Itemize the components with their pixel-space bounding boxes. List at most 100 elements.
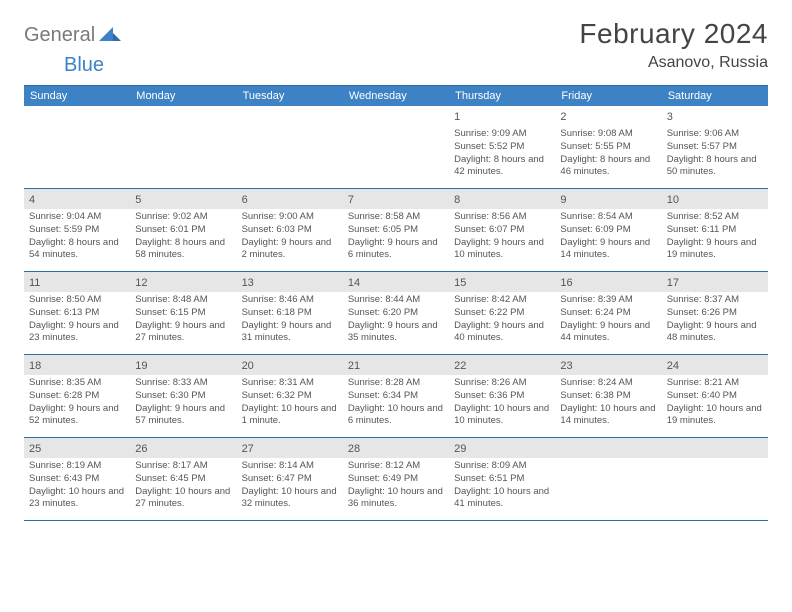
calendar-day: 15 Sunrise: 8:42 AMSunset: 6:22 PMDayligh… — [449, 272, 555, 354]
day-number-row: 18 — [24, 355, 130, 375]
calendar-day: 18Sunrise: 8:35 AMSunset: 6:28 PMDayligh… — [24, 355, 130, 437]
weekday-header: Thursday — [449, 86, 555, 106]
day-number-row: 26 — [130, 438, 236, 458]
calendar-day: 23 Sunrise: 8:24 AMSunset: 6:38 PMDayligh… — [555, 355, 661, 437]
day-number-row: 28 — [343, 438, 449, 458]
day-number-row: 25 — [24, 438, 130, 458]
calendar-week: 18Sunrise: 8:35 AMSunset: 6:28 PMDayligh… — [24, 355, 768, 438]
day-number: 14 — [348, 277, 360, 289]
day-number: 11 — [29, 277, 40, 289]
calendar-day: 28Sunrise: 8:12 AMSunset: 6:49 PMDayligh… — [343, 438, 449, 520]
day-number-row: 4 — [24, 189, 130, 209]
day-number-row: 5 — [130, 189, 236, 209]
month-title: February 2024 — [579, 18, 768, 50]
day-number: 20 — [242, 360, 254, 372]
calendar-day: 16Sunrise: 8:39 AMSunset: 6:24 PMDayligh… — [555, 272, 661, 354]
day-number-row: 19 — [130, 355, 236, 375]
calendar-day: 6Sunrise: 9:00 AMSunset: 6:03 PMDaylight… — [237, 189, 343, 271]
day-number: 21 — [348, 360, 360, 372]
calendar-day: 19Sunrise: 8:33 AMSunset: 6:30 PMDayligh… — [130, 355, 236, 437]
day-info: Sunrise: 8:44 AMSunset: 6:20 PMDaylight:… — [348, 294, 444, 345]
calendar-day: 21Sunrise: 8:28 AMSunset: 6:34 PMDayligh… — [343, 355, 449, 437]
calendar-day-blank — [130, 106, 236, 188]
day-number-row: 11 — [24, 272, 130, 292]
day-number-row — [662, 438, 768, 458]
calendar-day: 12Sunrise: 8:48 AMSunset: 6:15 PMDayligh… — [130, 272, 236, 354]
calendar-week: 11 Sunrise: 8:50 AMSunset: 6:13 PMDayligh… — [24, 272, 768, 355]
day-number-row: 24 — [662, 355, 768, 375]
day-info: Sunrise: 8:17 AMSunset: 6:45 PMDaylight:… — [135, 460, 231, 511]
day-number: 23 — [560, 360, 572, 372]
calendar-day: 7Sunrise: 8:58 AMSunset: 6:05 PMDaylight… — [343, 189, 449, 271]
day-number-row: 10 — [662, 189, 768, 209]
day-number: 17 — [667, 277, 679, 289]
calendar-day: 20Sunrise: 8:31 AMSunset: 6:32 PMDayligh… — [237, 355, 343, 437]
calendar-day: 5 Sunrise: 9:02 AMSunset: 6:01 PMDaylight… — [130, 189, 236, 271]
day-number-row: 9 — [555, 189, 661, 209]
day-info: Sunrise: 8:42 AMSunset: 6:22 PMDaylight:… — [454, 294, 550, 345]
calendar-day: 1 Sunrise: 9:09 AMSunset: 5:52 PMDaylight… — [449, 106, 555, 188]
day-info: Sunrise: 9:08 AMSunset: 5:55 PMDaylight:… — [560, 128, 656, 179]
day-info: Sunrise: 9:06 AMSunset: 5:57 PMDaylight:… — [667, 128, 763, 179]
day-number: 26 — [135, 443, 147, 455]
calendar-day: 10Sunrise: 8:52 AMSunset: 6:11 PMDayligh… — [662, 189, 768, 271]
calendar-day-blank — [555, 438, 661, 520]
day-number: 29 — [454, 443, 466, 455]
day-info: Sunrise: 8:26 AMSunset: 6:36 PMDaylight:… — [454, 377, 550, 428]
calendar-day: 2 Sunrise: 9:08 AMSunset: 5:55 PMDaylight… — [555, 106, 661, 188]
day-info: Sunrise: 8:14 AMSunset: 6:47 PMDaylight:… — [242, 460, 338, 511]
day-number-row: 23 — [555, 355, 661, 375]
day-number-row: 2 — [555, 106, 661, 126]
day-info: Sunrise: 8:24 AMSunset: 6:38 PMDaylight:… — [560, 377, 656, 428]
calendar-day: 13 Sunrise: 8:46 AMSunset: 6:18 PMDayligh… — [237, 272, 343, 354]
day-number: 19 — [135, 360, 147, 372]
day-number: 13 — [242, 277, 254, 289]
day-info: Sunrise: 8:09 AMSunset: 6:51 PMDaylight:… — [454, 460, 550, 511]
day-number: 5 — [135, 194, 141, 206]
day-info: Sunrise: 8:46 AMSunset: 6:18 PMDaylight:… — [242, 294, 338, 345]
calendar: Sunday Monday Tuesday Wednesday Thursday… — [24, 85, 768, 521]
day-info: Sunrise: 8:52 AMSunset: 6:11 PMDaylight:… — [667, 211, 763, 262]
calendar-week: 4Sunrise: 9:04 AMSunset: 5:59 PMDaylight… — [24, 189, 768, 272]
day-number-row: 6 — [237, 189, 343, 209]
day-number: 28 — [348, 443, 360, 455]
day-number: 15 — [454, 277, 466, 289]
day-number: 16 — [560, 277, 572, 289]
location-label: Asanovo, Russia — [579, 54, 768, 72]
day-number: 1 — [454, 111, 460, 123]
calendar-week: 25Sunrise: 8:19 AMSunset: 6:43 PMDayligh… — [24, 438, 768, 521]
day-number-row: 1 — [449, 106, 555, 126]
day-number: 22 — [454, 360, 466, 372]
brand-triangle-icon — [99, 25, 121, 46]
day-info: Sunrise: 9:02 AMSunset: 6:01 PMDaylight:… — [135, 211, 231, 262]
day-info: Sunrise: 8:56 AMSunset: 6:07 PMDaylight:… — [454, 211, 550, 262]
day-info: Sunrise: 8:50 AMSunset: 6:13 PMDaylight:… — [29, 294, 125, 345]
calendar-week: 1 Sunrise: 9:09 AMSunset: 5:52 PMDaylight… — [24, 106, 768, 189]
title-block: February 2024 Asanovo, Russia — [579, 18, 768, 72]
weekday-header: Sunday — [24, 86, 130, 106]
day-number: 24 — [667, 360, 679, 372]
calendar-day: 11 Sunrise: 8:50 AMSunset: 6:13 PMDayligh… — [24, 272, 130, 354]
day-number-row: 16 — [555, 272, 661, 292]
day-info: Sunrise: 9:09 AMSunset: 5:52 PMDaylight:… — [454, 128, 550, 179]
day-number-row: 22 — [449, 355, 555, 375]
day-number-row: 29 — [449, 438, 555, 458]
calendar-day: 14 Sunrise: 8:44 AMSunset: 6:20 PMDayligh… — [343, 272, 449, 354]
day-number: 7 — [348, 194, 354, 206]
calendar-day: 8Sunrise: 8:56 AMSunset: 6:07 PMDaylight… — [449, 189, 555, 271]
weekday-header: Tuesday — [237, 86, 343, 106]
weekday-header: Saturday — [662, 86, 768, 106]
day-number: 2 — [560, 111, 566, 123]
weekday-header-row: Sunday Monday Tuesday Wednesday Thursday… — [24, 86, 768, 106]
day-number: 6 — [242, 194, 248, 206]
day-number-row: 15 — [449, 272, 555, 292]
page: General February 2024 Asanovo, Russia Bl… — [0, 0, 792, 521]
brand-logo: General — [24, 18, 123, 47]
day-number: 9 — [560, 194, 566, 206]
calendar-day: 26 Sunrise: 8:17 AMSunset: 6:45 PMDayligh… — [130, 438, 236, 520]
day-info: Sunrise: 8:35 AMSunset: 6:28 PMDaylight:… — [29, 377, 125, 428]
calendar-day-blank — [237, 106, 343, 188]
day-number-row: 3 — [662, 106, 768, 126]
day-number-row: 17 — [662, 272, 768, 292]
brand-part2: Blue — [64, 54, 104, 76]
